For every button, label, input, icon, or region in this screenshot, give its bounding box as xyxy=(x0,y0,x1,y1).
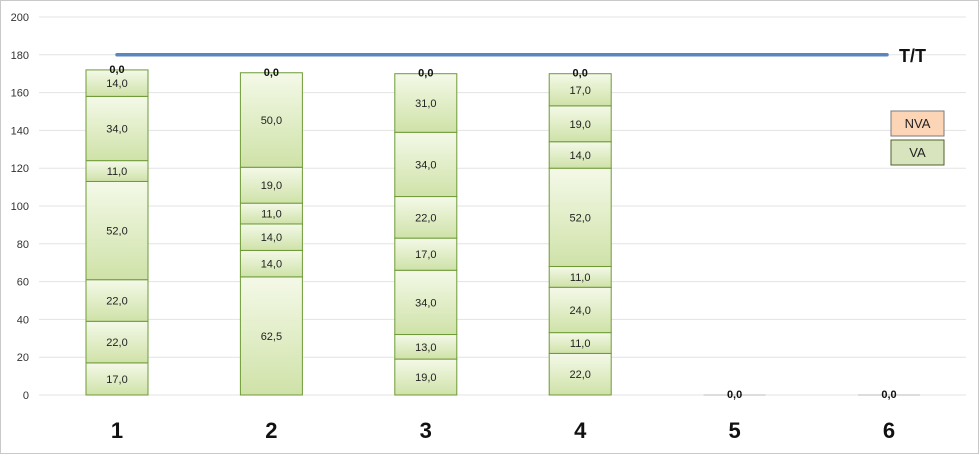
legend: NVA VA xyxy=(890,110,945,166)
legend-label: VA xyxy=(909,145,926,160)
segment-value-label: 13,0 xyxy=(415,342,436,354)
y-tick-label: 200 xyxy=(11,12,29,24)
x-category-label: 5 xyxy=(728,418,740,443)
y-axis: 0 20 40 60 80 100 120 140 160 180 200 xyxy=(11,12,29,402)
bar-segment xyxy=(394,131,458,198)
bar-segment xyxy=(394,334,458,360)
bar-segment xyxy=(548,286,612,334)
y-tick-label: 120 xyxy=(11,163,29,175)
bar-segment xyxy=(394,358,458,396)
segment-value-label: 14,0 xyxy=(261,259,282,271)
y-tick-label: 20 xyxy=(17,352,29,364)
segment-value-label: 14,0 xyxy=(569,150,590,162)
legend-swatch-va xyxy=(890,139,945,166)
bar-segment xyxy=(85,69,149,97)
bar-segment xyxy=(548,105,612,143)
segment-value-label: 34,0 xyxy=(415,159,436,171)
segment-value-label: 11,0 xyxy=(570,272,591,284)
bar-segment xyxy=(239,249,303,278)
segment-value-label: 11,0 xyxy=(107,166,128,178)
segment-value-label: 22,0 xyxy=(106,296,127,308)
segment-value-label: 34,0 xyxy=(415,297,436,309)
segment-value-label: 19,0 xyxy=(261,180,282,192)
segment-value-label: 17,0 xyxy=(569,85,590,97)
gridlines xyxy=(39,16,966,396)
segment-value-label: 22,0 xyxy=(415,212,436,224)
bar-top-label: 0,0 xyxy=(881,389,896,401)
bar-segment xyxy=(239,166,303,204)
bar-segment xyxy=(85,320,149,364)
reference-line-group: T/T xyxy=(115,46,926,66)
x-category-label: 3 xyxy=(420,418,432,443)
bar-top-label: 0,0 xyxy=(418,68,433,80)
y-tick-label: 0 xyxy=(23,390,29,402)
bar-segment xyxy=(239,223,303,251)
bar-segment xyxy=(394,269,458,336)
segment-value-label: 62,5 xyxy=(261,331,282,343)
segment-value-label: 52,0 xyxy=(569,212,590,224)
segment-value-label: 11,0 xyxy=(261,209,282,221)
bar-top-label: 0,0 xyxy=(573,68,588,80)
segment-value-label: 14,0 xyxy=(106,78,127,90)
bar-segment xyxy=(239,72,303,168)
segment-value-label: 31,0 xyxy=(415,98,436,110)
bar-segment xyxy=(548,352,612,396)
segment-value-label: 19,0 xyxy=(415,372,436,384)
segment-value-label: 17,0 xyxy=(106,374,127,386)
y-tick-label: 40 xyxy=(17,314,29,326)
bar-segment xyxy=(85,95,149,162)
y-tick-label: 180 xyxy=(11,50,29,62)
segment-value-label: 11,0 xyxy=(570,338,591,350)
y-tick-label: 60 xyxy=(17,277,29,289)
bar-segment xyxy=(394,196,458,239)
x-category-label: 6 xyxy=(883,418,895,443)
segment-value-label: 19,0 xyxy=(569,119,590,131)
y-tick-label: 80 xyxy=(17,239,29,251)
bar-top-label: 0,0 xyxy=(727,389,742,401)
legend-swatch-nva xyxy=(890,110,945,137)
segment-value-label: 17,0 xyxy=(415,249,436,261)
bar-segment xyxy=(85,180,149,281)
bar-segment xyxy=(394,237,458,271)
bar-top-label: 0,0 xyxy=(109,64,124,76)
bars: 17,0 22,0 22,0 52,0 11,0 34,0 14,0 0,0 62,5 14,0 1… xyxy=(85,64,920,401)
bar-top-label: 0,0 xyxy=(264,67,279,79)
segment-value-label: 14,0 xyxy=(261,232,282,244)
x-category-label: 4 xyxy=(574,418,587,443)
bar-segment xyxy=(548,73,612,107)
legend-label: NVA xyxy=(905,116,931,131)
bar-segment xyxy=(85,362,149,396)
bar-segment xyxy=(85,279,149,322)
x-axis: 1 2 3 4 5 6 xyxy=(111,418,895,443)
segment-value-label: 52,0 xyxy=(106,226,127,238)
reference-line-label: T/T xyxy=(899,46,926,66)
segment-value-label: 34,0 xyxy=(106,124,127,136)
segment-value-label: 22,0 xyxy=(106,337,127,349)
bar-segment xyxy=(394,73,458,133)
y-tick-label: 160 xyxy=(11,88,29,100)
segment-value-label: 24,0 xyxy=(569,305,590,317)
y-tick-label: 100 xyxy=(11,201,29,213)
x-category-label: 1 xyxy=(111,418,123,443)
bar-segment xyxy=(548,141,612,169)
x-category-label: 2 xyxy=(265,418,277,443)
bar-segment xyxy=(239,276,303,396)
segment-value-label: 22,0 xyxy=(569,369,590,381)
y-tick-label: 140 xyxy=(11,125,29,137)
segment-value-label: 50,0 xyxy=(261,115,282,127)
